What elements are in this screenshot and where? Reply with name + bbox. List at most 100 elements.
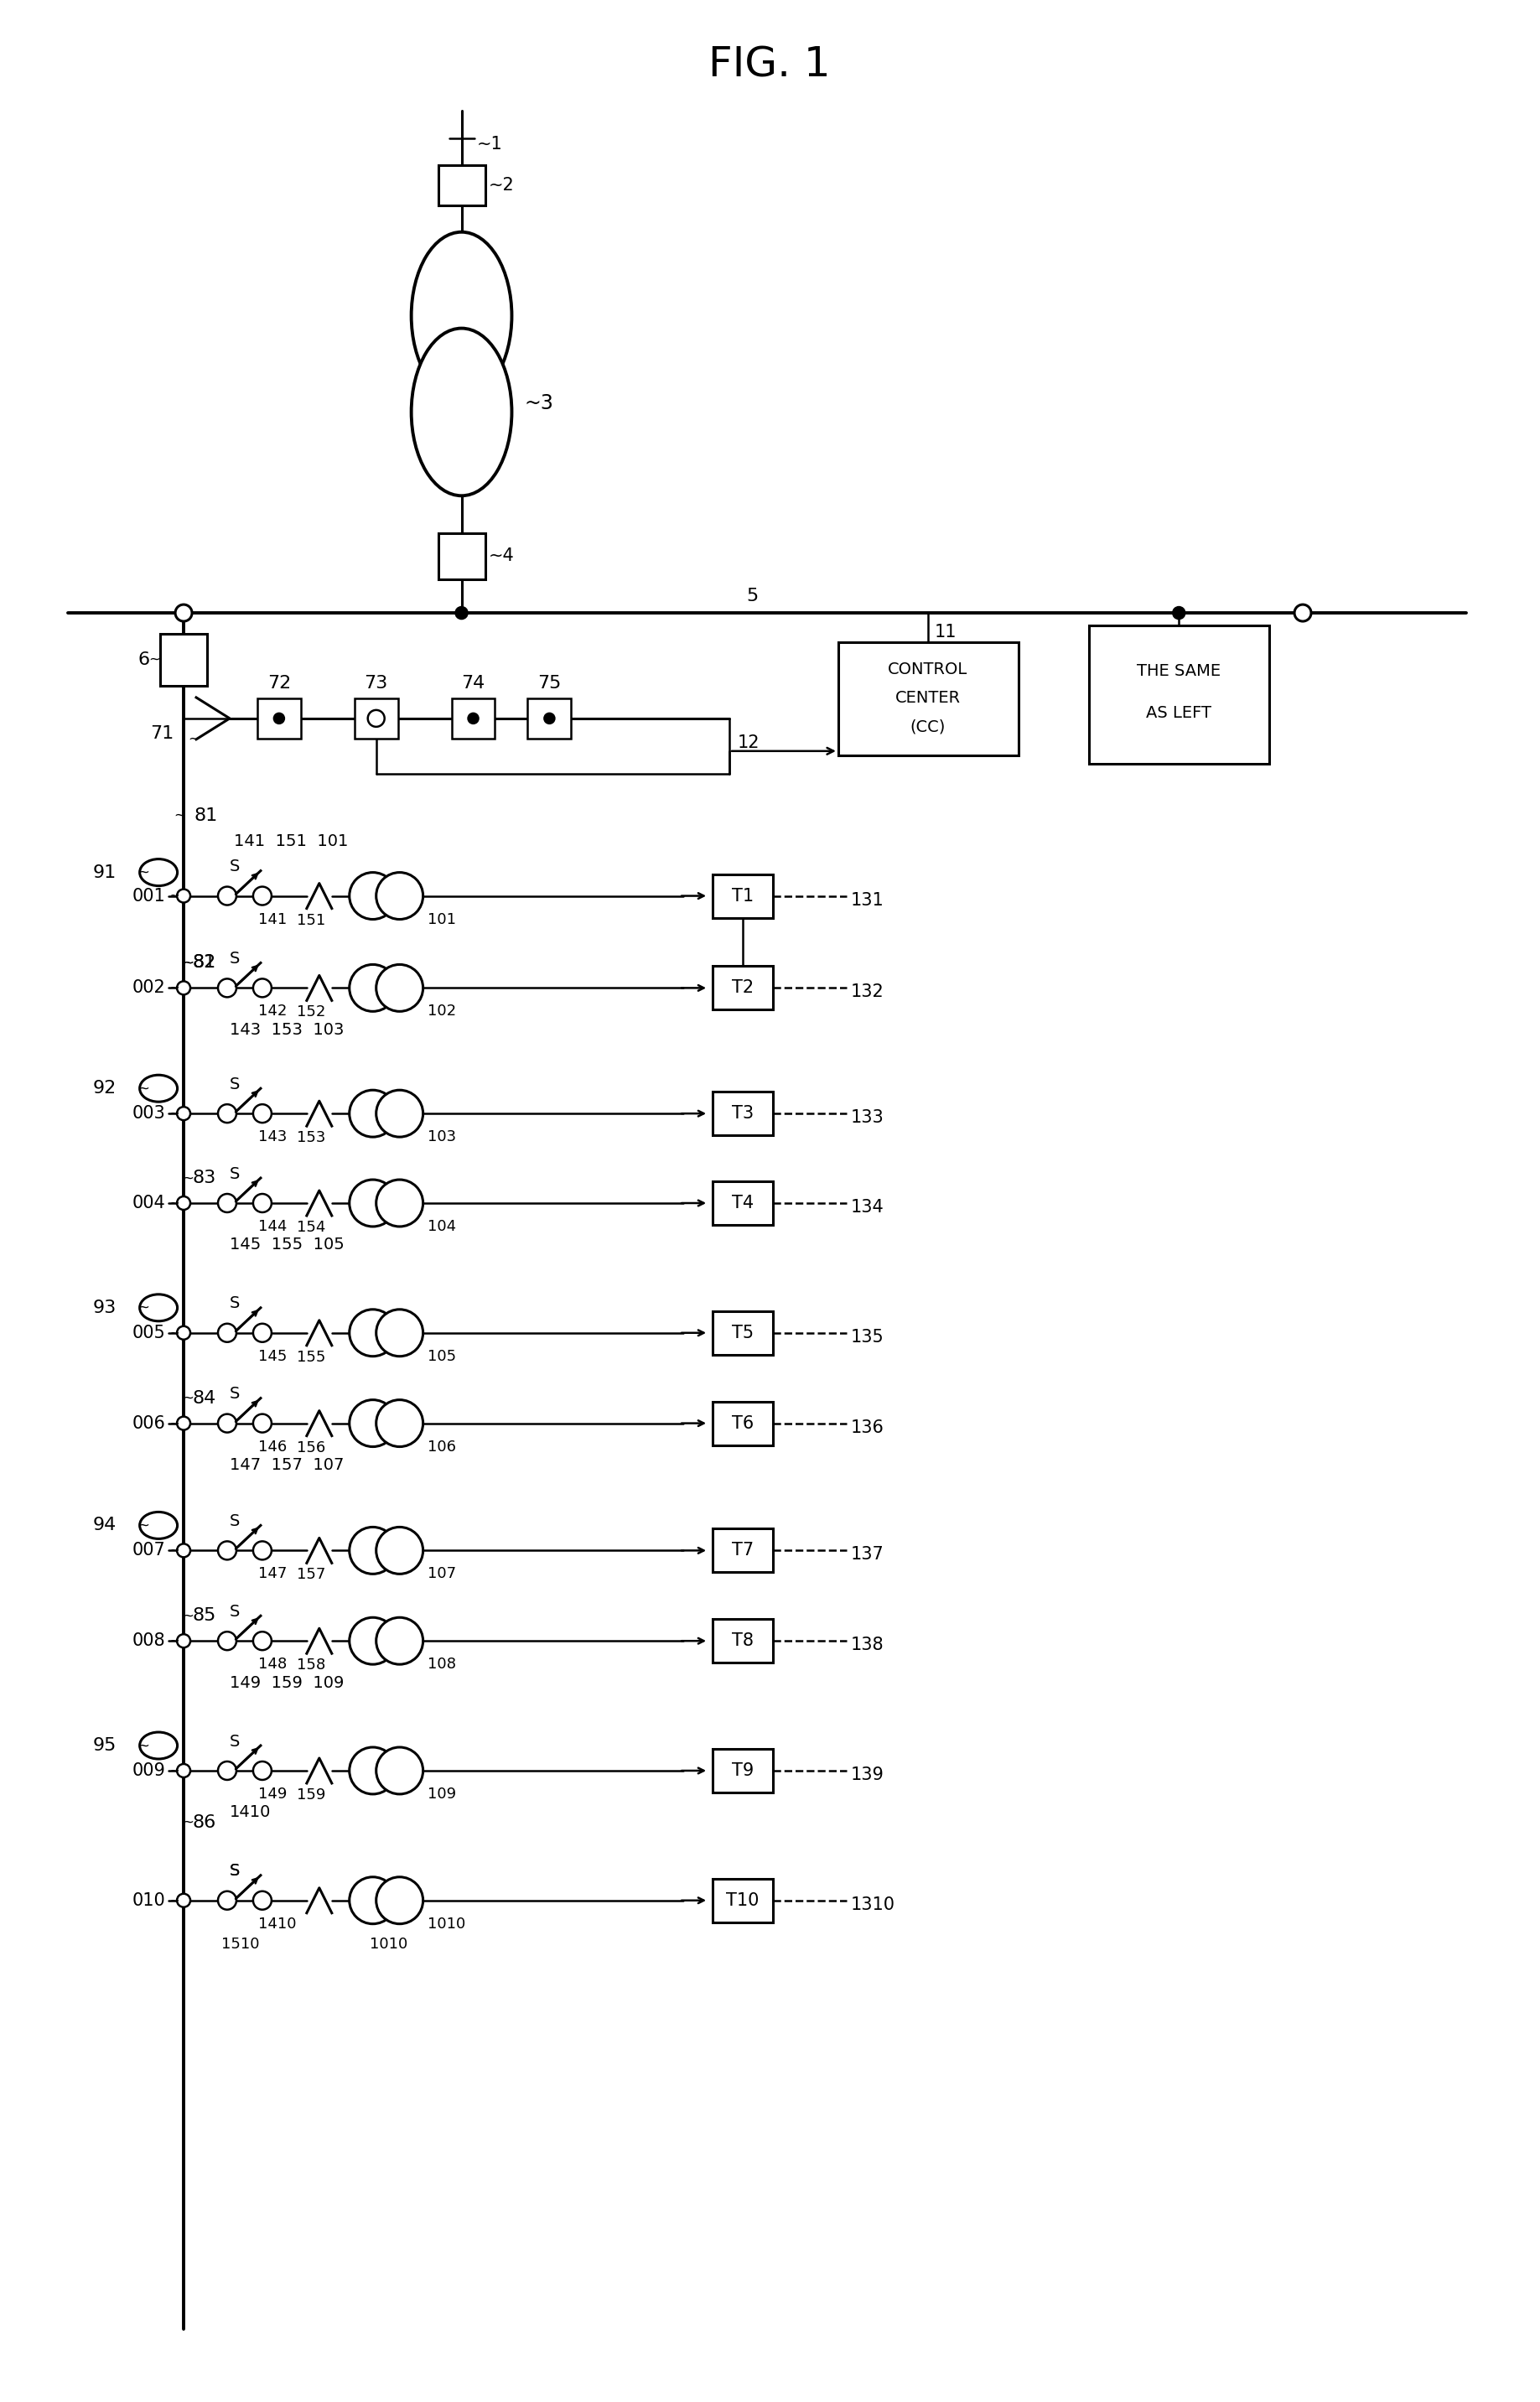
Text: ~: ~: [169, 1895, 180, 1907]
Text: CONTROL: CONTROL: [889, 663, 967, 677]
Text: 81: 81: [194, 807, 217, 824]
Text: 103: 103: [427, 1129, 456, 1143]
Ellipse shape: [411, 329, 511, 495]
Text: 95: 95: [92, 1737, 117, 1753]
Circle shape: [177, 1633, 191, 1648]
Bar: [713, 1528, 773, 1573]
Text: 133: 133: [850, 1110, 884, 1127]
Text: 94: 94: [92, 1518, 117, 1535]
Text: ~: ~: [182, 956, 194, 970]
Text: 91: 91: [92, 865, 117, 882]
Text: ~: ~: [169, 1544, 180, 1556]
Circle shape: [253, 1631, 271, 1650]
Circle shape: [253, 1105, 271, 1122]
Circle shape: [177, 1107, 191, 1119]
Text: 81: 81: [192, 954, 216, 970]
Text: 143  153  103: 143 153 103: [229, 1021, 343, 1038]
Circle shape: [376, 1091, 424, 1136]
Circle shape: [253, 1324, 271, 1343]
Circle shape: [253, 1194, 271, 1213]
Text: 72: 72: [268, 675, 291, 692]
Text: S: S: [229, 1864, 240, 1878]
Text: ~: ~: [182, 1391, 194, 1405]
Text: 003: 003: [132, 1105, 165, 1122]
Text: (CC): (CC): [910, 718, 946, 735]
Text: 141  151  101: 141 151 101: [234, 833, 348, 850]
Text: 84: 84: [192, 1391, 216, 1408]
Text: ~: ~: [169, 889, 180, 903]
Bar: [1089, 625, 1269, 764]
Text: 1410: 1410: [229, 1804, 271, 1821]
Ellipse shape: [411, 233, 511, 399]
Text: ~: ~: [174, 807, 185, 824]
Text: 108: 108: [427, 1657, 456, 1672]
Circle shape: [177, 1326, 191, 1340]
Text: 137: 137: [850, 1547, 884, 1564]
Circle shape: [253, 1542, 271, 1559]
Circle shape: [176, 605, 192, 622]
Circle shape: [177, 1763, 191, 1777]
Text: ~3: ~3: [524, 394, 553, 413]
Circle shape: [376, 966, 424, 1011]
Text: 153: 153: [297, 1131, 325, 1146]
Text: ~: ~: [137, 1081, 149, 1095]
Circle shape: [219, 1415, 236, 1432]
Text: 1510: 1510: [222, 1936, 259, 1950]
Ellipse shape: [140, 1732, 177, 1758]
Text: 144: 144: [259, 1218, 286, 1235]
Circle shape: [177, 1893, 191, 1907]
Text: S: S: [229, 1734, 240, 1749]
Text: 1010: 1010: [370, 1936, 408, 1950]
Text: S: S: [229, 1386, 240, 1403]
Text: 159: 159: [297, 1787, 325, 1802]
Text: 138: 138: [850, 1636, 884, 1653]
Text: T1: T1: [731, 886, 753, 903]
Text: ~: ~: [169, 1765, 180, 1777]
Circle shape: [368, 711, 385, 728]
Text: ~: ~: [137, 1739, 149, 1753]
Text: 010: 010: [132, 1893, 165, 1910]
Text: ~4: ~4: [488, 548, 514, 564]
Circle shape: [468, 713, 479, 723]
Text: 158: 158: [297, 1657, 325, 1672]
Circle shape: [456, 608, 468, 620]
Text: AS LEFT: AS LEFT: [1146, 706, 1212, 721]
Text: 149  159  109: 149 159 109: [229, 1674, 343, 1691]
Text: 85: 85: [192, 1607, 216, 1624]
Text: 009: 009: [132, 1763, 165, 1780]
Circle shape: [376, 1528, 424, 1573]
Bar: [713, 1749, 773, 1792]
Circle shape: [274, 713, 283, 723]
Circle shape: [545, 713, 554, 723]
Text: 92: 92: [92, 1081, 117, 1098]
Text: 106: 106: [427, 1439, 456, 1453]
Bar: [713, 1311, 773, 1355]
Text: 139: 139: [850, 1765, 884, 1782]
Text: ~: ~: [137, 1299, 149, 1316]
Text: ~: ~: [169, 1636, 180, 1648]
Text: T8: T8: [731, 1633, 753, 1650]
Bar: [713, 1878, 773, 1922]
Text: CENTER: CENTER: [895, 689, 961, 706]
Text: 5: 5: [747, 588, 758, 605]
Text: 001: 001: [132, 886, 165, 903]
Text: T5: T5: [731, 1324, 753, 1340]
Text: 75: 75: [537, 675, 561, 692]
Circle shape: [177, 1544, 191, 1556]
Circle shape: [253, 1890, 271, 1910]
Text: 104: 104: [427, 1218, 456, 1235]
Text: 1310: 1310: [850, 1895, 895, 1912]
Circle shape: [376, 1179, 424, 1227]
Circle shape: [350, 872, 396, 920]
Text: ~: ~: [182, 956, 194, 970]
Circle shape: [177, 1417, 191, 1429]
Bar: [160, 634, 206, 685]
Circle shape: [350, 1876, 396, 1924]
Text: 141: 141: [259, 913, 286, 927]
Circle shape: [376, 872, 424, 920]
Text: S: S: [229, 951, 240, 966]
Text: 155: 155: [297, 1350, 325, 1364]
Text: 007: 007: [132, 1542, 165, 1559]
Text: ~: ~: [182, 1170, 194, 1187]
Bar: [451, 699, 494, 737]
